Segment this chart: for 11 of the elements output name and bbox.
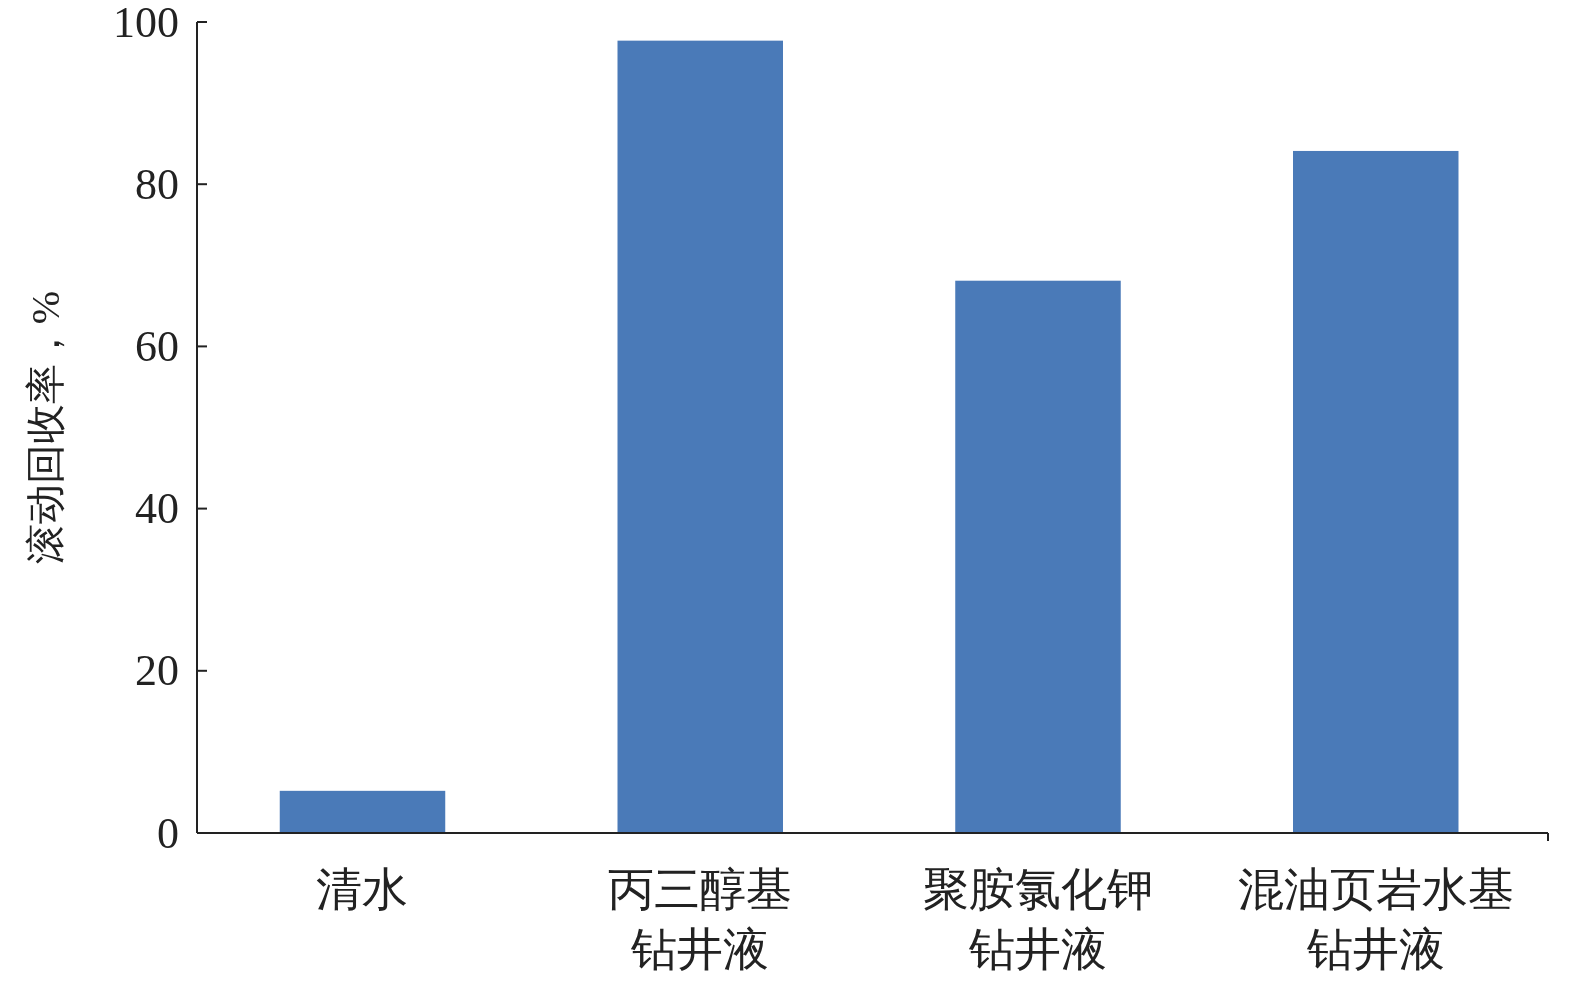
y-tick-label: 0 [157,808,179,858]
x-tick-label: 混油页岩水基钻井液 [1237,864,1514,975]
y-tick-label: 20 [135,646,179,696]
x-tick-label: 清水 [316,864,409,915]
y-tick-label: 40 [135,484,179,534]
y-axis-title: 滚动回收率，% [22,290,68,565]
x-tick-label: 聚胺氯化钾钻井液 [923,864,1153,975]
y-tick-label: 100 [113,0,179,47]
y-tick-label: 80 [135,159,179,209]
y-tick-label: 60 [135,321,179,371]
x-tick-label: 丙三醇基钻井液 [608,864,793,975]
